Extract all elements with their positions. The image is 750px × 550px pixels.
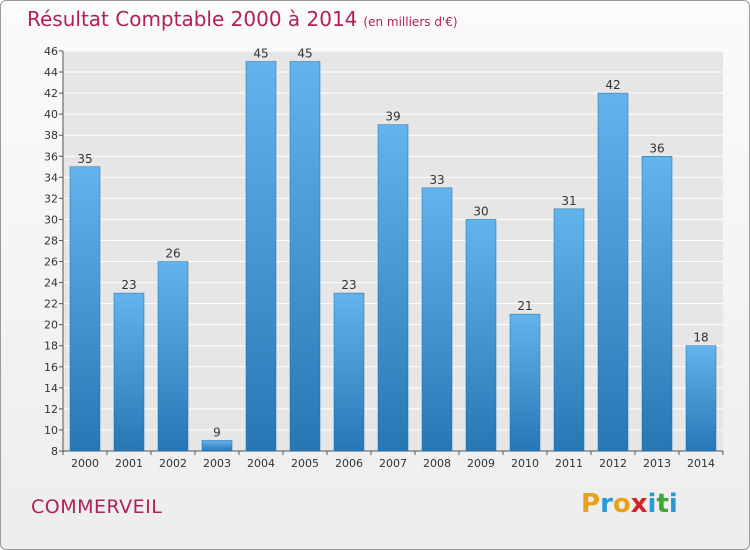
bar xyxy=(201,440,233,452)
place-name: COMMERVEIL xyxy=(31,496,163,518)
y-tick-label: 32 xyxy=(44,192,58,205)
x-tick-label: 2010 xyxy=(511,457,539,470)
x-tick-label: 2007 xyxy=(379,457,407,470)
bar xyxy=(333,292,365,452)
data-label: 21 xyxy=(517,299,532,313)
logo-letter-4: i xyxy=(647,489,657,519)
y-tick-label: 44 xyxy=(44,66,58,79)
bar xyxy=(157,261,189,452)
y-tick-label: 14 xyxy=(44,382,58,395)
bar xyxy=(113,292,145,452)
x-tick-label: 2013 xyxy=(643,457,671,470)
x-tick-label: 2009 xyxy=(467,457,495,470)
x-tick-label: 2011 xyxy=(555,457,583,470)
bar xyxy=(641,156,673,452)
y-tick-label: 22 xyxy=(44,298,58,311)
bar xyxy=(553,208,585,452)
x-tick-label: 2005 xyxy=(291,457,319,470)
data-label: 30 xyxy=(473,204,488,218)
x-tick-label: 2002 xyxy=(159,457,187,470)
data-label: 45 xyxy=(253,47,268,61)
data-label: 9 xyxy=(213,425,221,439)
bar xyxy=(465,219,497,452)
data-label: 18 xyxy=(693,331,708,345)
data-label: 31 xyxy=(561,194,576,208)
data-label: 39 xyxy=(385,110,400,124)
x-tick-label: 2004 xyxy=(247,457,275,470)
bar xyxy=(245,61,277,452)
y-tick-label: 28 xyxy=(44,234,58,247)
x-tick-label: 2014 xyxy=(687,457,715,470)
logo-letter-3: x xyxy=(630,489,648,519)
bar xyxy=(69,166,101,452)
data-label: 23 xyxy=(341,278,356,292)
y-tick-label: 18 xyxy=(44,340,58,353)
data-label: 36 xyxy=(649,141,664,155)
x-tick-label: 2012 xyxy=(599,457,627,470)
bar xyxy=(421,187,453,452)
x-tick-label: 2000 xyxy=(71,457,99,470)
bar xyxy=(597,92,629,452)
y-tick-label: 36 xyxy=(44,150,58,163)
bar xyxy=(685,345,717,452)
x-tick-label: 2006 xyxy=(335,457,363,470)
bar xyxy=(509,313,541,452)
data-label: 42 xyxy=(605,78,620,92)
y-tick-label: 34 xyxy=(44,171,58,184)
y-tick-label: 20 xyxy=(44,319,58,332)
data-label: 45 xyxy=(297,47,312,61)
y-tick-label: 24 xyxy=(44,277,58,290)
y-tick-label: 10 xyxy=(44,424,58,437)
data-label: 26 xyxy=(165,247,180,261)
y-tick-label: 26 xyxy=(44,256,58,269)
proxiti-logo: Proxiti xyxy=(581,489,678,519)
y-tick-label: 16 xyxy=(44,361,58,374)
chart-title: Résultat Comptable 2000 à 2014 (en millie… xyxy=(27,7,458,31)
chart-title-text: Résultat Comptable 2000 à 2014 xyxy=(27,7,358,31)
x-tick-label: 2001 xyxy=(115,457,143,470)
bar xyxy=(289,61,321,452)
bar xyxy=(377,124,409,452)
data-label: 23 xyxy=(121,278,136,292)
x-tick-label: 2003 xyxy=(203,457,231,470)
y-tick-label: 8 xyxy=(51,445,58,458)
data-label: 35 xyxy=(77,152,92,166)
x-tick-label: 2008 xyxy=(423,457,451,470)
logo-letter-6: i xyxy=(668,489,678,519)
y-tick-label: 42 xyxy=(44,87,58,100)
y-tick-label: 38 xyxy=(44,129,58,142)
y-tick-label: 46 xyxy=(44,45,58,58)
y-tick-label: 12 xyxy=(44,403,58,416)
logo-letter-2: o xyxy=(612,489,631,519)
data-label: 33 xyxy=(429,173,444,187)
logo-letter-1: r xyxy=(600,489,613,519)
y-tick-label: 30 xyxy=(44,213,58,226)
logo-letter-5: t xyxy=(656,489,669,519)
logo-letter-0: P xyxy=(581,489,601,519)
y-tick-label: 40 xyxy=(44,108,58,121)
chart-subtitle: (en milliers d'€) xyxy=(363,15,458,29)
